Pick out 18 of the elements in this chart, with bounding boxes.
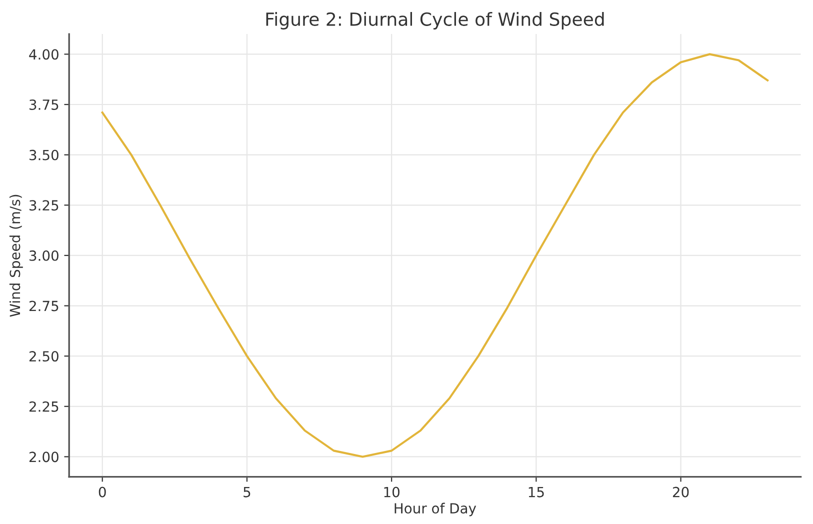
x-axis-title: Hour of Day [394,502,476,516]
y-tick-label: 2.00 [29,452,58,462]
x-tick-label: 10 [384,486,400,498]
x-tick-label: 20 [672,486,689,498]
y-tick-label: 3.00 [30,250,58,261]
chart-title: Figure 2: Diurnal Cycle of Wind Speed [266,12,604,30]
y-tick-label: 3.75 [30,99,58,110]
line-series [101,53,769,458]
x-tick-label: 5 [244,486,250,498]
x-tick-label: 0 [98,486,106,498]
y-tick-label: 4.00 [29,49,58,60]
y-tick-label: 3.50 [30,150,58,160]
x-tick-label: 15 [528,486,544,498]
y-tick-label: 3.25 [30,200,58,211]
y-tick-label: 2.25 [29,401,58,412]
y-axis-title: Wind Speed (m/s) [9,194,23,317]
y-tick-label: 2.50 [29,351,58,362]
y-tick-label: 2.75 [29,300,58,312]
